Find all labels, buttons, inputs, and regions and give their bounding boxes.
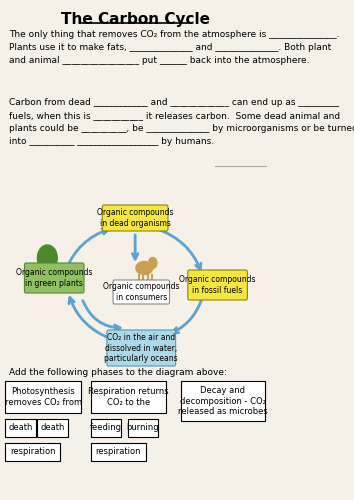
Circle shape [38, 245, 57, 271]
FancyBboxPatch shape [127, 419, 158, 437]
Text: Add the following phases to the diagram above:: Add the following phases to the diagram … [9, 368, 227, 377]
FancyBboxPatch shape [181, 381, 265, 421]
FancyBboxPatch shape [5, 443, 60, 461]
FancyBboxPatch shape [91, 419, 121, 437]
FancyBboxPatch shape [5, 381, 81, 413]
FancyBboxPatch shape [91, 381, 166, 413]
Text: Organic compounds
in consumers: Organic compounds in consumers [103, 282, 179, 302]
Text: feeding: feeding [90, 424, 122, 432]
FancyBboxPatch shape [91, 443, 146, 461]
Ellipse shape [136, 262, 153, 274]
FancyBboxPatch shape [38, 419, 68, 437]
FancyBboxPatch shape [188, 270, 247, 300]
Text: Organic compounds
in fossil fuels: Organic compounds in fossil fuels [179, 276, 256, 294]
Text: Plants use it to make fats, ______________ and ______________. Both plant: Plants use it to make fats, ____________… [9, 43, 331, 52]
Text: The Carbon Cycle: The Carbon Cycle [61, 12, 210, 27]
Text: Respiration returns
CO₂ to the: Respiration returns CO₂ to the [88, 388, 169, 406]
Text: and animal _________________ put ______ back into the atmosphere.: and animal _________________ put ______ … [9, 56, 310, 65]
FancyBboxPatch shape [107, 330, 176, 366]
Text: death: death [8, 424, 33, 432]
Text: respiration: respiration [96, 448, 141, 456]
Text: into __________ __________________ by humans.: into __________ __________________ by hu… [9, 137, 214, 146]
Text: Decay and
decomposition - CO₂
released as microbes: Decay and decomposition - CO₂ released a… [178, 386, 268, 416]
Text: respiration: respiration [10, 448, 56, 456]
Text: Photosynthesis
removes CO₂ from: Photosynthesis removes CO₂ from [5, 388, 82, 406]
FancyBboxPatch shape [5, 419, 36, 437]
FancyBboxPatch shape [24, 263, 84, 293]
Text: death: death [40, 424, 65, 432]
Text: Organic compounds
in dead organisms: Organic compounds in dead organisms [97, 208, 173, 228]
Text: burning: burning [126, 424, 159, 432]
FancyBboxPatch shape [113, 280, 170, 304]
Text: Carbon from dead ____________ and _____________ can end up as _________: Carbon from dead ____________ and ______… [9, 98, 339, 107]
Text: CO₂ in the air and
dissolved in water,
particularly oceans: CO₂ in the air and dissolved in water, p… [104, 333, 178, 363]
Circle shape [149, 258, 157, 268]
Text: plants could be __________, be ______________ by microorganisms or be turned: plants could be __________, be _________… [9, 124, 354, 133]
Text: fuels, when this is ___________ it releases carbon.  Some dead animal and: fuels, when this is ___________ it relea… [9, 111, 340, 120]
FancyBboxPatch shape [102, 205, 168, 231]
Text: The only thing that removes CO₂ from the atmosphere is _______________.: The only thing that removes CO₂ from the… [9, 30, 339, 39]
Text: Organic compounds
in green plants: Organic compounds in green plants [16, 268, 92, 287]
